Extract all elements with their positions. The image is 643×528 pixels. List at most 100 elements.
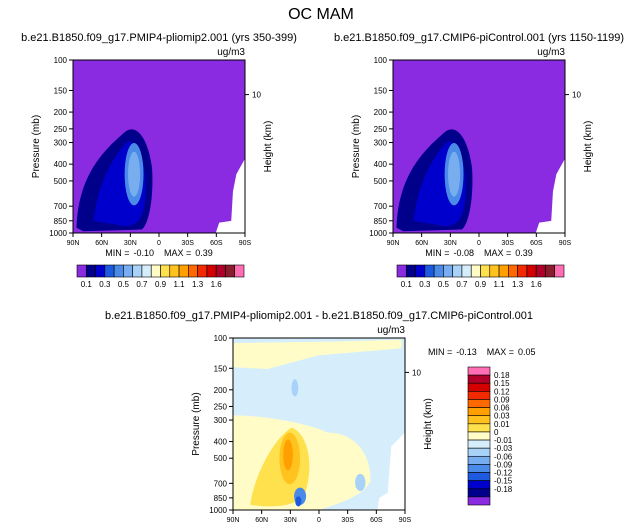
contour-core-positive — [283, 439, 293, 470]
x-tick-label: 30S — [181, 240, 194, 247]
y-tick-label: 500 — [54, 177, 68, 186]
y-tick-label: 700 — [374, 202, 388, 211]
min-label: MIN = — [105, 248, 129, 258]
colorbar-label: -0.18 — [494, 485, 513, 494]
x-tick-label: 0 — [317, 517, 321, 524]
chart-title: b.e21.B1850.f09_g17.CMIP6-piControl.001 … — [334, 32, 624, 44]
colorbar-swatch — [468, 399, 490, 407]
colorbar-swatch — [468, 416, 490, 424]
units-label: ug/m3 — [217, 47, 245, 58]
y-tick-label: 200 — [54, 108, 68, 117]
colorbar-swatch — [490, 265, 499, 277]
colorbar-swatch — [468, 473, 490, 481]
y-tick-label: 1000 — [49, 229, 67, 238]
x-tick-label: 60S — [210, 240, 223, 247]
contour-negative-south — [355, 474, 365, 491]
y-tick-label: 500 — [214, 454, 228, 463]
y-tick-label: 1000 — [209, 506, 227, 515]
contour-core — [128, 152, 140, 197]
colorbar-swatch — [518, 265, 527, 277]
colorbar-label: 1.6 — [531, 280, 543, 289]
x-tick-label: 90S — [399, 517, 412, 524]
colorbar-swatch — [468, 464, 490, 472]
colorbar-swatch — [499, 265, 508, 277]
colorbar-label: 0.5 — [118, 280, 130, 289]
y-tick-label: 100 — [214, 334, 228, 343]
y-tick-label: 250 — [374, 125, 388, 134]
max-label: MAX = — [487, 347, 514, 357]
x-tick-label: 30S — [341, 517, 354, 524]
colorbar-swatch — [170, 265, 179, 277]
colorbar-swatch — [123, 265, 132, 277]
colorbar-label: 0.7 — [456, 280, 468, 289]
panel-picontrol: b.e21.B1850.f09_g17.CMIP6-piControl.001 … — [334, 32, 624, 289]
colorbar-label: 0.9 — [475, 280, 487, 289]
x-tick-label: 60N — [415, 240, 428, 247]
colorbar-swatch — [179, 265, 188, 277]
colorbar-swatch — [555, 265, 564, 277]
min-label: MIN = — [425, 248, 449, 258]
y-tick-label: 700 — [214, 479, 228, 488]
colorbar-label: 1.3 — [512, 280, 524, 289]
colorbar-label: 0.5 — [438, 280, 450, 289]
x-tick-label: 60S — [370, 517, 383, 524]
y-tick-label: 400 — [374, 160, 388, 169]
max-label: MAX = — [164, 248, 191, 258]
colorbar-swatch — [443, 265, 452, 277]
min-label: MIN = — [428, 347, 452, 357]
colorbar-swatch — [536, 265, 545, 277]
y2-axis-label: Height (km) — [423, 398, 434, 450]
colorbar-swatch — [225, 265, 234, 277]
x-tick-label: 60N — [95, 240, 108, 247]
y-tick-label: 200 — [214, 386, 228, 395]
x-tick-label: 0 — [477, 240, 481, 247]
colorbar-swatch — [468, 440, 490, 448]
y-tick-label: 150 — [54, 86, 68, 95]
colorbar-swatch — [133, 265, 142, 277]
colorbar-swatch — [434, 265, 443, 277]
y2-tick-label: 10 — [252, 91, 261, 100]
colorbar-swatch — [114, 265, 123, 277]
colorbar-swatch — [453, 265, 462, 277]
y-tick-label: 1000 — [369, 229, 387, 238]
colorbar-swatch — [545, 265, 554, 277]
min-max-readout: MIN = -0.08 MAX = 0.39 — [425, 248, 533, 258]
y-tick-label: 400 — [214, 438, 228, 447]
colorbar-label: 0.9 — [155, 280, 167, 289]
colorbar-swatch — [406, 265, 415, 277]
colorbar-swatch — [207, 265, 216, 277]
y-tick-label: 850 — [54, 217, 68, 226]
colorbar-label: 0.7 — [136, 280, 148, 289]
colorbar-label: 0.1 — [401, 280, 413, 289]
y-tick-label: 150 — [214, 364, 228, 373]
colorbar-swatch — [151, 265, 160, 277]
y-tick-label: 400 — [54, 160, 68, 169]
x-tick-label: 30N — [444, 240, 457, 247]
colorbar-label: 0.3 — [99, 280, 111, 289]
colorbar-swatch — [425, 265, 434, 277]
colorbar-label: 1.1 — [173, 280, 185, 289]
x-tick-label: 60N — [255, 517, 268, 524]
y-tick-label: 300 — [54, 139, 68, 148]
y-tick-label: 200 — [374, 108, 388, 117]
colorbar-swatch — [416, 265, 425, 277]
x-tick-label: 30S — [501, 240, 514, 247]
x-tick-label: 90S — [239, 240, 252, 247]
y-tick-label: 150 — [374, 86, 388, 95]
colorbar-swatch — [235, 265, 244, 277]
units-label: ug/m3 — [537, 47, 565, 58]
y-tick-label: 100 — [374, 56, 388, 65]
colorbar-swatch — [471, 265, 480, 277]
colorbar-swatch — [397, 265, 406, 277]
colorbar-swatch — [468, 408, 490, 416]
y-tick-label: 250 — [214, 402, 228, 411]
min-value: -0.13 — [456, 347, 477, 357]
x-tick-label: 90S — [559, 240, 572, 247]
y2-axis-label: Height (km) — [583, 121, 594, 173]
colorbar-swatch — [468, 456, 490, 464]
y-tick-label: 300 — [214, 416, 228, 425]
min-max-readout: MIN = -0.13 MAX = 0.05 — [428, 347, 536, 357]
colorbar-swatch — [468, 367, 490, 375]
colorbar-swatch — [96, 265, 105, 277]
x-tick-label: 30N — [284, 517, 297, 524]
